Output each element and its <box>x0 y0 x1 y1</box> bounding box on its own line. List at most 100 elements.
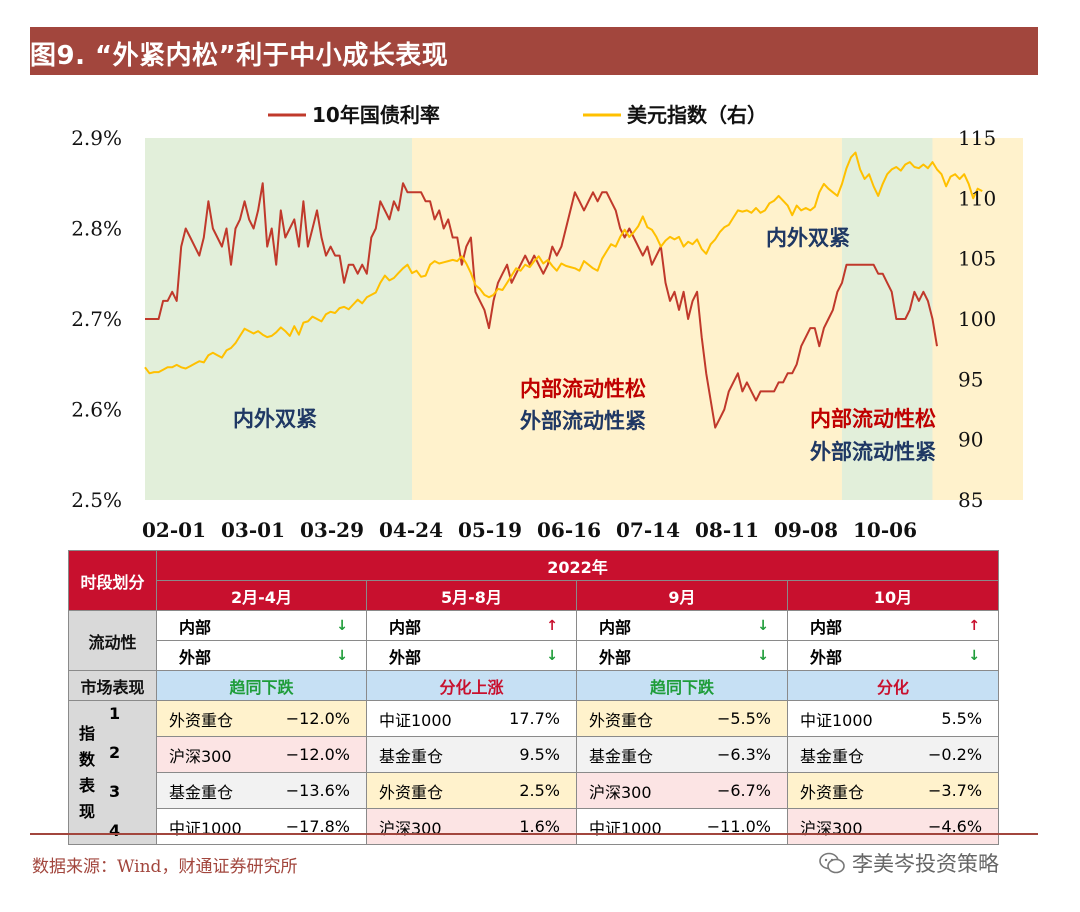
index-value: −6.7% <box>716 781 771 800</box>
index-cell: 外资重仓 2.5% <box>366 772 577 809</box>
index-value: −11.0% <box>706 817 771 836</box>
line-chart: 2.9% 2.8% 2.7% 2.6% 2.5% 115 110 105 100 95 90 85 02… <box>71 103 1023 542</box>
shaded-region <box>841 138 933 500</box>
y-right-tick-label: 85 <box>958 488 983 512</box>
index-cell: 外资重仓 −5.5% <box>576 700 788 737</box>
watermark: 李美岑投资策略 <box>818 848 999 878</box>
index-value: −12.0% <box>285 745 350 764</box>
index-value: −13.6% <box>285 781 350 800</box>
region-annotation: 内外双紧 <box>233 407 317 431</box>
arrow-icon: ↓ <box>546 647 558 664</box>
index-label-char: 指 <box>79 723 96 743</box>
period-header: 2月-4月 <box>156 580 367 611</box>
index-cell: 基金重仓 −13.6% <box>156 772 367 809</box>
period-label: 时段划分 <box>68 550 157 611</box>
x-tick-label: 03-01 <box>221 518 285 542</box>
period-header: 5月-8月 <box>366 580 577 611</box>
index-value: −3.7% <box>927 781 983 800</box>
x-tick-label: 10-06 <box>853 518 917 542</box>
x-tick-label: 09-08 <box>774 518 838 542</box>
figure-title: 图9. “外紧内松”利于中小成长表现 <box>30 41 449 71</box>
inner-label: 内部 <box>179 617 212 637</box>
market-cell: 分化上涨 <box>366 670 577 701</box>
y-right-tick-label: 110 <box>958 186 996 210</box>
index-value: 2.5% <box>519 781 560 800</box>
index-label-char: 表 <box>79 775 96 795</box>
index-name: 基金重仓 <box>589 746 654 766</box>
index-value: 9.5% <box>519 745 560 764</box>
index-name: 中证1000 <box>379 710 452 730</box>
series-line-bond-yield <box>145 182 938 429</box>
region-annotation: 内部流动性松 <box>520 377 646 401</box>
market-cell: 趋同下跌 <box>576 670 788 701</box>
inner-label: 内部 <box>599 617 632 637</box>
index-cell: 中证1000 −17.8% <box>156 808 367 845</box>
index-name: 沪深300 <box>589 782 652 802</box>
legend-label: 美元指数（右） <box>627 103 767 127</box>
index-cell: 沪深300 −4.6% <box>786 808 1000 845</box>
index-cell: 基金重仓 −6.3% <box>576 736 788 773</box>
inner-label: 内部 <box>810 617 843 637</box>
period-table: 时段划分 2022年 2月-4月 5月-8月 9月 10月 流动性 内部 ↓ 内部… <box>68 550 1000 845</box>
arrow-icon: ↑ <box>546 617 558 634</box>
index-name: 外资重仓 <box>800 782 865 802</box>
year-label: 2022年 <box>155 550 1000 581</box>
index-cell: 中证1000 −11.0% <box>576 808 788 845</box>
y-left-tick-label: 2.6% <box>71 398 122 422</box>
x-tick-label: 03-29 <box>300 518 364 542</box>
arrow-icon: ↓ <box>757 647 769 664</box>
y-right-tick-label: 100 <box>958 307 996 331</box>
rank-number: 1 <box>109 704 121 723</box>
index-value: 17.7% <box>509 709 560 728</box>
footer-rule <box>30 833 1038 835</box>
outer-label: 外部 <box>599 647 632 667</box>
y-left-tick-label: 2.5% <box>71 488 122 512</box>
x-tick-label: 08-11 <box>695 518 759 542</box>
index-cell: 基金重仓 9.5% <box>366 736 577 773</box>
wechat-icon <box>819 852 845 874</box>
arrow-icon: ↓ <box>757 617 769 634</box>
index-value: −5.5% <box>716 709 771 728</box>
outer-label: 外部 <box>179 647 212 667</box>
liquidity-label: 流动性 <box>68 610 157 671</box>
market-cell: 趋同下跌 <box>156 670 367 701</box>
index-value: 1.6% <box>519 817 560 836</box>
index-label: 指数表现 1 2 3 4 <box>68 700 157 845</box>
index-name: 中证1000 <box>800 710 873 730</box>
index-name: 沪深300 <box>800 818 863 838</box>
y-left-tick-label: 2.7% <box>71 307 122 331</box>
arrow-icon: ↓ <box>336 647 348 664</box>
index-name: 外资重仓 <box>589 710 654 730</box>
y-left-tick-label: 2.8% <box>71 217 122 241</box>
region-annotation: 内外双紧 <box>766 226 850 250</box>
period-header: 10月 <box>786 580 1000 611</box>
index-value: −17.8% <box>285 817 350 836</box>
shaded-region <box>145 138 413 500</box>
shaded-region <box>932 138 1023 500</box>
index-name: 基金重仓 <box>800 746 865 766</box>
x-tick-label: 05-19 <box>458 518 522 542</box>
index-value: −12.0% <box>285 709 350 728</box>
inner-label: 内部 <box>389 617 422 637</box>
x-tick-label: 06-16 <box>537 518 601 542</box>
rank-number: 2 <box>109 743 121 762</box>
region-annotation: 外部流动性紧 <box>810 440 936 464</box>
market-cell: 分化 <box>786 670 1000 701</box>
index-cell: 外资重仓 −3.7% <box>786 772 1000 809</box>
x-tick-label: 07-14 <box>616 518 680 542</box>
rank-number: 3 <box>109 782 121 801</box>
index-cell: 沪深300 1.6% <box>366 808 577 845</box>
index-name: 沪深300 <box>169 746 232 766</box>
index-label-char: 现 <box>79 801 96 821</box>
index-name: 外资重仓 <box>379 782 444 802</box>
y-right-tick-label: 90 <box>958 428 983 452</box>
y-left-tick-label: 2.9% <box>71 126 122 150</box>
index-cell: 中证1000 5.5% <box>786 700 1000 737</box>
index-value: 5.5% <box>941 709 983 728</box>
period-header: 9月 <box>576 580 788 611</box>
rank-number: 4 <box>109 821 121 840</box>
index-name: 基金重仓 <box>169 782 234 802</box>
region-annotation: 外部流动性紧 <box>520 409 646 433</box>
x-tick-label: 04-24 <box>379 518 443 542</box>
index-name: 中证1000 <box>589 818 662 838</box>
